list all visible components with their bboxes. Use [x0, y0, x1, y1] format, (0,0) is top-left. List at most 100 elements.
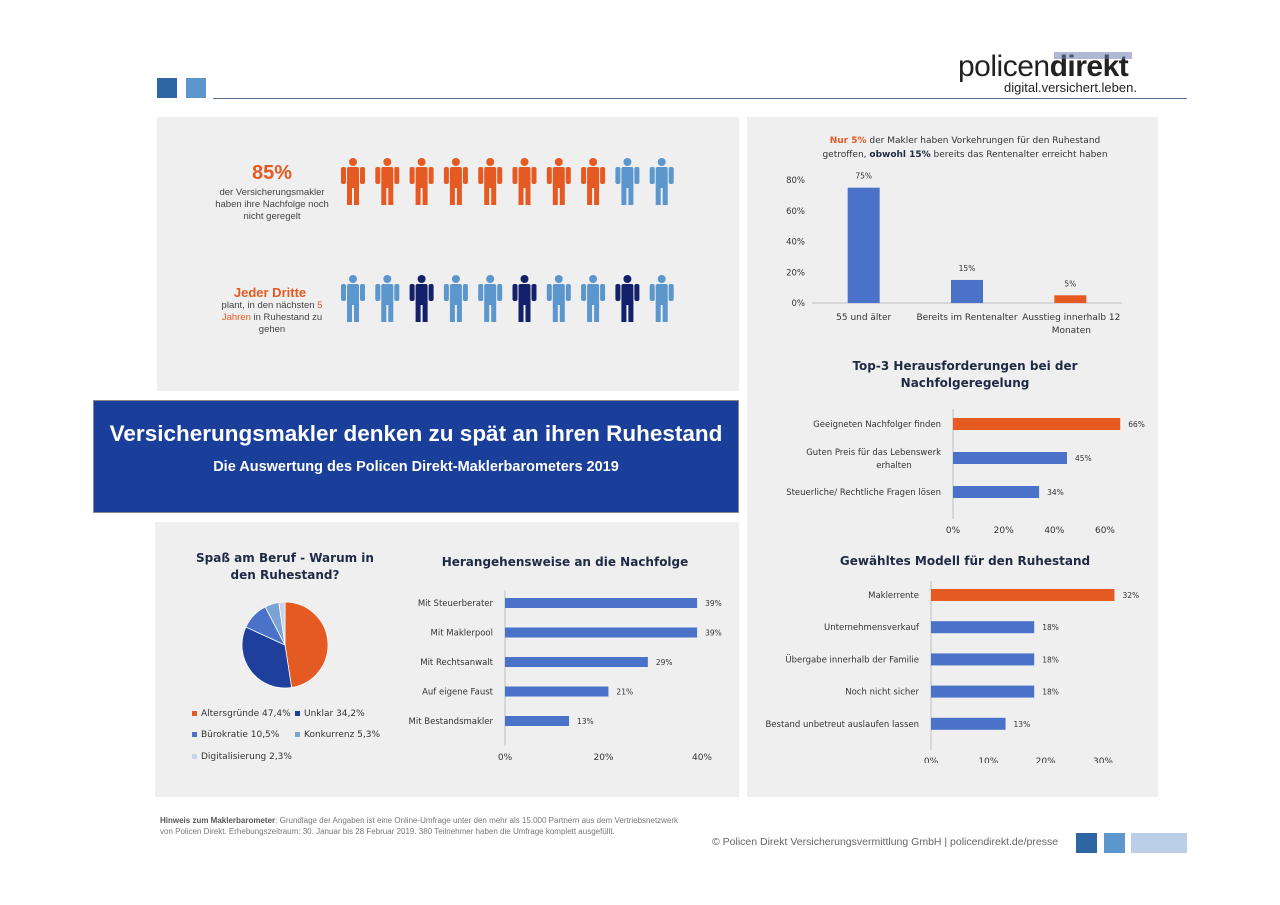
- approach-chart: 39% Mit Steuerberater 39% Mit Maklerpool 29%…: [409, 590, 722, 760]
- y-tick-label: 60%: [786, 207, 805, 217]
- x-tick-label: 60%: [1095, 526, 1115, 535]
- stat2-text: plant, in den nächsten 5 Jahren in Ruhes…: [212, 300, 332, 336]
- footer-square-mid: [1104, 833, 1125, 853]
- bar: [931, 621, 1035, 634]
- stat2-text-b: 5 Jahren: [221, 300, 323, 323]
- y-tick-label: 80%: [786, 176, 805, 186]
- person-icon: [443, 158, 468, 205]
- x-tick-label: 55 und älter: [836, 313, 891, 323]
- data-label: 39%: [705, 599, 722, 608]
- legend-label: Digitalisierung 2,3%: [201, 752, 292, 762]
- retirement-chart: 0% 20% 40% 60% 80% 75% 55 und älter 15% Bereits …: [786, 172, 1122, 336]
- person-icon: [581, 158, 606, 205]
- people-row-2: [341, 275, 674, 322]
- retirement-title-d: obwohl 15%: [869, 150, 931, 160]
- stat2-text-a: plant, in den nächsten: [221, 300, 315, 311]
- footer-note: Hinweis zum Maklerbarometer: Grundlage d…: [160, 815, 690, 837]
- legend-item: Konkurrenz 5,3%: [295, 730, 380, 740]
- category-label: Mit Rechtsanwalt: [420, 658, 493, 668]
- category-label: Mit Steuerberater: [418, 599, 494, 609]
- y-tick-label: 20%: [786, 268, 805, 278]
- data-label: 5%: [1064, 279, 1076, 288]
- x-tick-label: 20%: [1036, 757, 1056, 763]
- data-label: 66%: [1128, 420, 1145, 429]
- x-tick-label: Bereits im Rentenalter: [916, 313, 1017, 323]
- x-tick-label: 30%: [1093, 757, 1113, 763]
- person-icon: [615, 158, 640, 205]
- copyright: © Policen Direkt Versicherungsvermittlun…: [712, 836, 1059, 848]
- stat2-text-c: in Ruhestand zu gehen: [253, 312, 323, 335]
- person-icon: [512, 275, 537, 322]
- bar: [505, 686, 609, 697]
- people-icons: [341, 158, 674, 322]
- pie-chart-title: Spaß am Beruf - Warum in den Ruhestand?: [196, 551, 374, 582]
- retirement-chart-title: Nur 5% der Makler haben Vorkehrungen für…: [800, 134, 1130, 162]
- person-icon: [615, 275, 640, 322]
- person-icon: [512, 158, 537, 205]
- main-title: Versicherungsmakler denken zu spät an ih…: [109, 421, 723, 446]
- data-label: 18%: [1042, 623, 1059, 632]
- data-label: 18%: [1042, 688, 1059, 697]
- category-label: Mit Bestandsmakler: [409, 717, 494, 727]
- bar: [505, 598, 698, 608]
- legend-item: Altersgründe 47,4%: [192, 709, 291, 719]
- legend-swatch: [295, 711, 300, 716]
- category-label: Steuerliche/ Rechtliche Fragen lösen: [786, 488, 941, 498]
- title-band: Versicherungsmakler denken zu spät an ih…: [93, 400, 739, 513]
- legend-item: Bürokratie 10,5%: [192, 730, 279, 740]
- x-tick-label: Ausstieg innerhalb 12: [1022, 313, 1120, 323]
- retirement-title-c: getroffen,: [822, 150, 870, 160]
- bar: [931, 653, 1035, 666]
- y-tick-label: 40%: [786, 238, 805, 248]
- data-label: 13%: [1014, 720, 1031, 729]
- approach-chart-title: Herangehensweise an die Nachfolge: [441, 555, 689, 569]
- header-rule: [213, 98, 1187, 99]
- x-tick-label: 0%: [946, 526, 961, 535]
- bar: [931, 589, 1115, 601]
- person-icon: [443, 275, 468, 322]
- data-label: 32%: [1122, 591, 1139, 600]
- category-label: erhalten: [876, 461, 911, 471]
- legend-item: Digitalisierung 2,3%: [192, 752, 292, 762]
- bar: [931, 717, 1006, 730]
- data-label: 15%: [959, 264, 976, 273]
- data-label: 75%: [855, 172, 872, 181]
- category-label: Auf eigene Faust: [422, 688, 494, 698]
- stat2-big: Jeder Dritte: [233, 285, 307, 300]
- category-label: Übergabe innerhalb der Familie: [785, 654, 919, 665]
- bar: [953, 418, 1121, 430]
- data-label: 18%: [1042, 655, 1059, 664]
- footer-bar-light: [1131, 833, 1187, 853]
- people-row-1: [341, 158, 674, 205]
- category-label: Mit Maklerpool: [431, 629, 493, 639]
- logo-bar: [1054, 52, 1132, 59]
- person-icon: [375, 275, 400, 322]
- x-tick-label: 20%: [994, 526, 1014, 535]
- person-icon: [649, 158, 674, 205]
- category-label: Noch nicht sicher: [845, 688, 919, 698]
- category-label: Unternehmensverkauf: [824, 623, 920, 633]
- bar: [931, 685, 1035, 698]
- footer-note-text: : Grundlage der Angaben ist eine Online-…: [160, 816, 679, 836]
- person-icon: [478, 275, 503, 322]
- legend-label: Unklar 34,2%: [304, 709, 365, 719]
- person-icon: [478, 158, 503, 205]
- bar: [953, 486, 1040, 498]
- person-icon: [409, 158, 434, 205]
- legend-label: Altersgründe 47,4%: [201, 709, 291, 719]
- logo-tagline: digital.versichert.leben.: [1004, 80, 1137, 95]
- x-tick-label: 20%: [593, 753, 613, 760]
- x-tick-label: 40%: [1044, 526, 1064, 535]
- x-tick-label: 0%: [924, 757, 939, 763]
- bar: [951, 279, 983, 303]
- footer-square-dark: [1076, 833, 1097, 853]
- policendirekt-logo[interactable]: policendirekt digital.versichert.leben.: [958, 50, 1137, 96]
- legend-label: Konkurrenz 5,3%: [304, 730, 381, 740]
- person-icon: [649, 275, 674, 322]
- person-icon: [375, 158, 400, 205]
- logo-text-policen: policen: [958, 50, 1050, 83]
- bar: [1054, 295, 1087, 303]
- data-label: 13%: [577, 717, 594, 726]
- category-label: Guten Preis für das Lebenswerk: [806, 448, 941, 458]
- footer-note-label: Hinweis zum Maklerbarometer: [160, 816, 276, 825]
